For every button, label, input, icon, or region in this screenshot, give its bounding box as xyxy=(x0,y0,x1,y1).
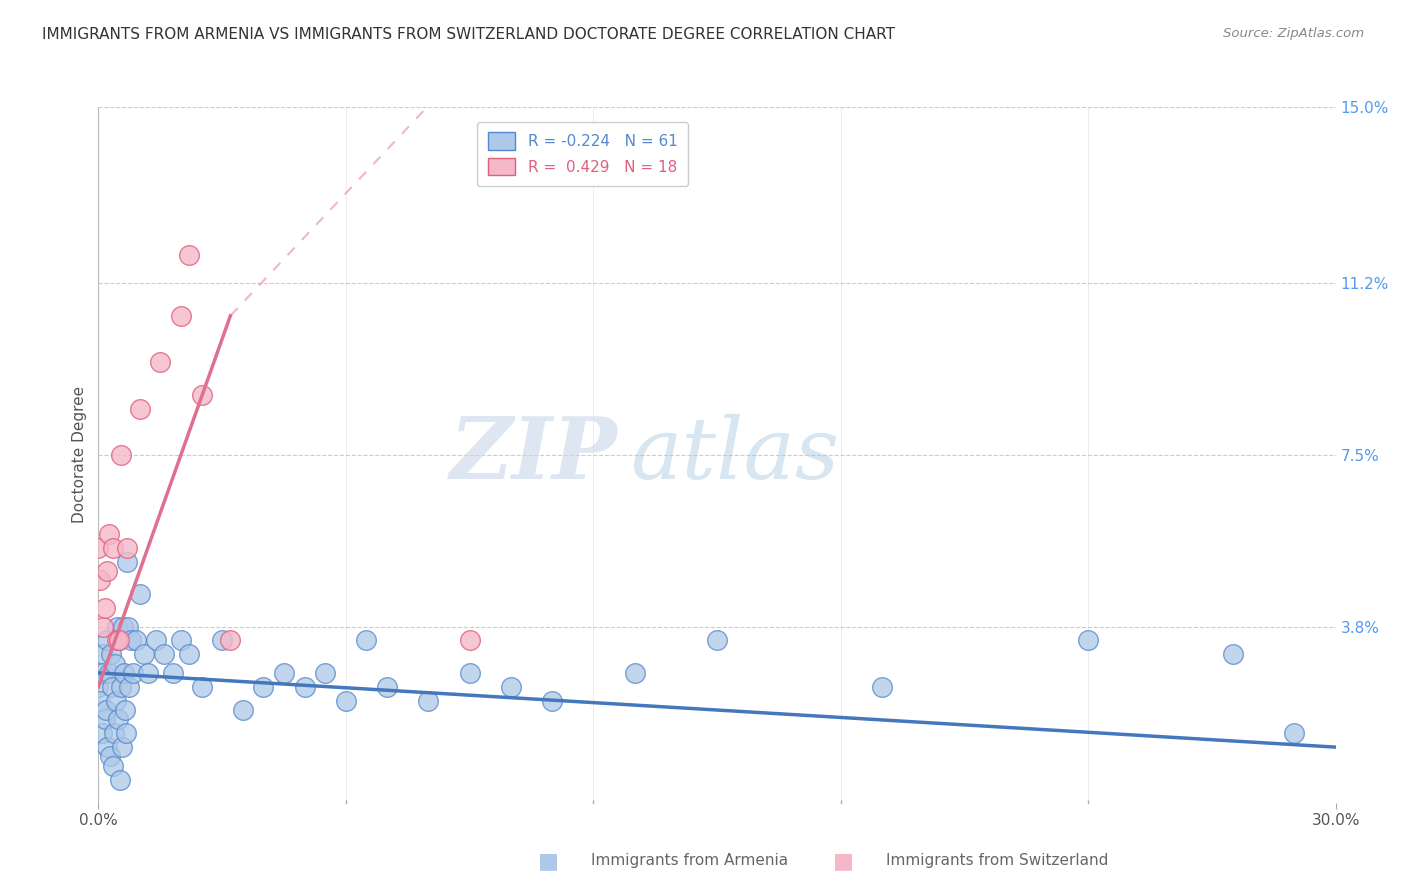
Point xyxy=(105,633,128,648)
Point xyxy=(101,541,124,555)
Point xyxy=(458,665,481,680)
Point xyxy=(117,555,139,569)
Point xyxy=(153,648,176,662)
Point xyxy=(1284,726,1306,740)
Point xyxy=(91,648,114,662)
Point xyxy=(170,309,193,323)
Point xyxy=(356,633,378,648)
Point xyxy=(97,526,120,541)
Point xyxy=(170,633,193,648)
Point xyxy=(104,657,127,671)
Point xyxy=(101,758,124,772)
Point xyxy=(190,680,212,694)
Point xyxy=(108,633,131,648)
Point xyxy=(375,680,398,694)
Point xyxy=(118,680,141,694)
Point xyxy=(93,712,115,726)
Point xyxy=(179,248,201,262)
Text: IMMIGRANTS FROM ARMENIA VS IMMIGRANTS FROM SWITZERLAND DOCTORATE DEGREE CORRELAT: IMMIGRANTS FROM ARMENIA VS IMMIGRANTS FR… xyxy=(42,27,896,42)
Text: ■: ■ xyxy=(834,851,853,871)
Point xyxy=(108,772,131,787)
Point xyxy=(96,740,118,755)
Point xyxy=(418,694,440,708)
Point xyxy=(1222,648,1244,662)
Point xyxy=(219,633,242,648)
Point xyxy=(105,619,128,633)
Point xyxy=(97,665,120,680)
Y-axis label: Doctorate Degree: Doctorate Degree xyxy=(72,386,87,524)
Text: Immigrants from Switzerland: Immigrants from Switzerland xyxy=(886,854,1108,868)
Point xyxy=(93,665,115,680)
Point xyxy=(100,680,122,694)
Point xyxy=(104,694,127,708)
Point xyxy=(115,726,138,740)
Point xyxy=(124,633,146,648)
Point xyxy=(96,633,118,648)
Point xyxy=(112,665,135,680)
Point xyxy=(1077,633,1099,648)
Point xyxy=(252,680,274,694)
Point xyxy=(335,694,357,708)
Point xyxy=(314,665,336,680)
Point xyxy=(87,541,110,555)
Point xyxy=(128,587,150,601)
Point xyxy=(190,387,212,401)
Text: Immigrants from Armenia: Immigrants from Armenia xyxy=(591,854,787,868)
Point xyxy=(870,680,893,694)
Point xyxy=(89,573,111,587)
Point xyxy=(91,619,114,633)
Point xyxy=(499,680,522,694)
Point xyxy=(89,694,111,708)
Point xyxy=(110,448,132,462)
Point xyxy=(458,633,481,648)
Legend: R = -0.224   N = 61, R =  0.429   N = 18: R = -0.224 N = 61, R = 0.429 N = 18 xyxy=(477,121,688,186)
Point xyxy=(145,633,167,648)
Point xyxy=(110,680,132,694)
Point xyxy=(706,633,728,648)
Point xyxy=(112,619,135,633)
Text: ■: ■ xyxy=(538,851,558,871)
Text: atlas: atlas xyxy=(630,414,839,496)
Point xyxy=(179,648,201,662)
Point xyxy=(294,680,316,694)
Point xyxy=(98,749,121,764)
Point xyxy=(232,703,254,717)
Point xyxy=(136,665,159,680)
Point xyxy=(541,694,564,708)
Point xyxy=(117,541,139,555)
Point xyxy=(117,619,139,633)
Point xyxy=(107,712,129,726)
Point xyxy=(211,633,233,648)
Point xyxy=(120,633,142,648)
Point xyxy=(162,665,184,680)
Text: Source: ZipAtlas.com: Source: ZipAtlas.com xyxy=(1223,27,1364,40)
Point xyxy=(111,740,134,755)
Point xyxy=(103,726,125,740)
Point xyxy=(90,726,112,740)
Point xyxy=(87,680,110,694)
Point xyxy=(128,401,150,416)
Text: ZIP: ZIP xyxy=(450,413,619,497)
Point xyxy=(94,703,117,717)
Point xyxy=(149,355,172,369)
Point xyxy=(273,665,295,680)
Point xyxy=(96,564,118,578)
Point xyxy=(93,601,115,615)
Point xyxy=(108,633,131,648)
Point xyxy=(100,648,122,662)
Point xyxy=(132,648,155,662)
Point xyxy=(623,665,645,680)
Point xyxy=(122,665,145,680)
Point xyxy=(114,703,136,717)
